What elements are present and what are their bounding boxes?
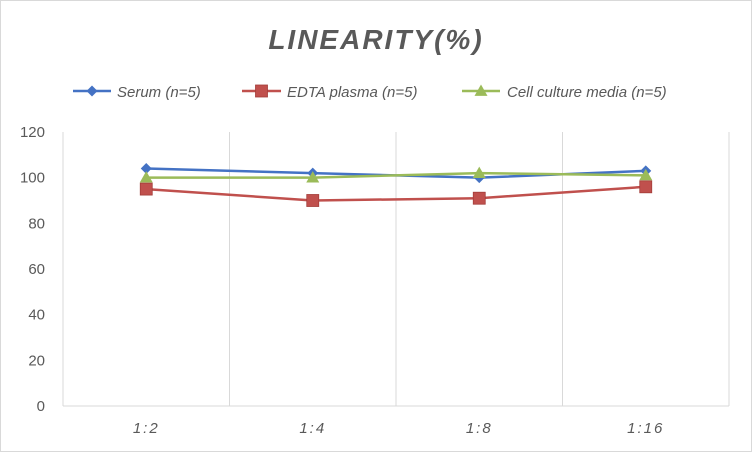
series-2 xyxy=(139,180,653,207)
legend-item-2: EDTA plasma (n=5) xyxy=(242,84,417,101)
x-axis: 1:2 1:4 1:8 1:16 xyxy=(63,405,729,437)
data-point xyxy=(306,171,320,183)
legend-marker xyxy=(474,84,488,96)
legend-marker xyxy=(86,85,98,97)
legend-item-3: Cell culture media (n=5) xyxy=(462,84,667,101)
legend-item-1: Serum (n=5) xyxy=(73,84,201,101)
data-point xyxy=(139,171,153,183)
x-tick-label: 1:16 xyxy=(627,420,664,437)
series-3 xyxy=(139,166,653,183)
legend-label: EDTA plasma (n=5) xyxy=(287,84,417,101)
series-line xyxy=(146,185,646,202)
data-point xyxy=(139,182,153,196)
chart-title: LINEARITY(%) xyxy=(268,24,483,55)
y-tick-label: 100 xyxy=(20,170,45,187)
y-tick-label: 40 xyxy=(28,307,45,324)
data-point xyxy=(472,191,486,205)
legend-marker xyxy=(255,84,268,98)
y-tick-label: 60 xyxy=(28,261,45,278)
series-line xyxy=(146,171,646,179)
series-group xyxy=(139,163,653,207)
y-tick-label: 120 xyxy=(20,124,45,141)
y-tick-label: 0 xyxy=(37,398,45,415)
data-point xyxy=(140,163,152,175)
legend-label: Cell culture media (n=5) xyxy=(507,84,667,101)
legend-label: Serum (n=5) xyxy=(117,84,201,101)
y-tick-label: 20 xyxy=(28,352,45,369)
data-point xyxy=(639,168,653,181)
y-tick-label: 80 xyxy=(28,215,45,232)
data-point xyxy=(306,194,320,207)
x-tick-label: 1:8 xyxy=(466,420,493,437)
x-tick-label: 1:2 xyxy=(133,420,160,437)
data-point xyxy=(639,180,653,194)
y-axis: 0 20 40 60 80 100 120 xyxy=(20,124,64,415)
legend: Serum (n=5) EDTA plasma (n=5) Cell culture… xyxy=(73,84,667,101)
x-tick-label: 1:4 xyxy=(299,420,326,437)
data-point xyxy=(472,166,486,178)
